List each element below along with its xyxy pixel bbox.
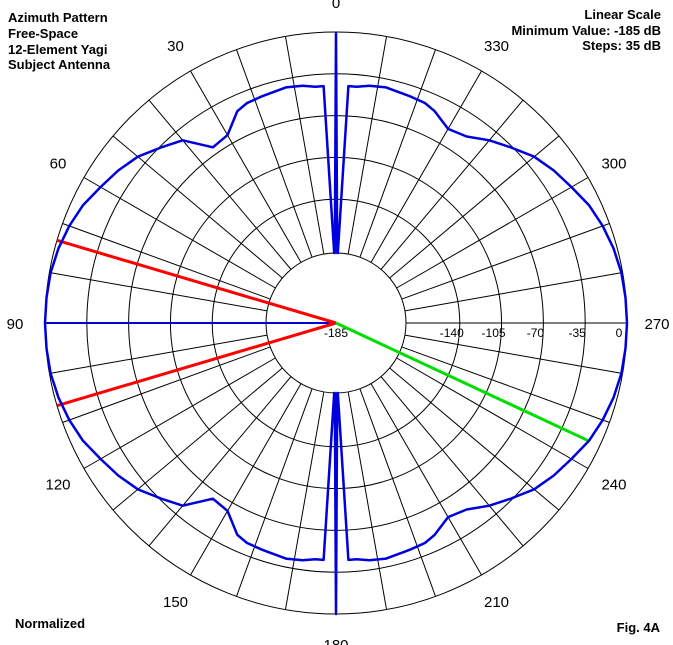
spoke-210 <box>370 383 482 576</box>
spoke-150 <box>190 383 302 576</box>
spoke-260 <box>404 334 623 375</box>
angle-label-270: 270 <box>644 316 669 333</box>
spoke-80 <box>49 271 268 312</box>
spoke-40 <box>148 99 292 270</box>
spoke-130 <box>112 367 283 511</box>
beamwidth-line-0 <box>56 238 337 325</box>
radial-label-0: -185 <box>324 326 348 340</box>
spoke-220 <box>380 376 524 547</box>
angle-label-120: 120 <box>45 477 70 494</box>
spoke-320 <box>380 99 524 270</box>
header-line-2: Free-Space <box>8 26 78 41</box>
spoke-120 <box>83 357 276 469</box>
scale-type-label: Linear Scale <box>584 7 661 22</box>
spoke-280 <box>404 271 623 312</box>
spoke-160 <box>236 388 313 597</box>
radial-label-2: -105 <box>482 326 506 340</box>
spoke-50 <box>112 135 283 279</box>
radial-label-1: -140 <box>440 326 464 340</box>
traces <box>43 31 629 616</box>
spoke-60 <box>83 177 276 289</box>
spoke-70 <box>62 223 271 300</box>
angle-label-90: 90 <box>7 316 24 333</box>
header-line-4: Subject Antenna <box>8 57 111 72</box>
spoke-250 <box>401 346 610 423</box>
steps-label: Steps: 35 dB <box>582 38 661 53</box>
spoke-20 <box>236 49 313 258</box>
angle-label-180: 180 <box>323 637 348 645</box>
radial-label-3: -70 <box>527 326 545 340</box>
marker-line <box>335 321 590 443</box>
spoke-170 <box>284 391 325 610</box>
figure-label: Fig. 4A <box>617 620 661 635</box>
angle-label-300: 300 <box>601 156 626 173</box>
spoke-350 <box>347 36 388 255</box>
spoke-200 <box>359 388 436 597</box>
radial-label-4: -35 <box>569 326 587 340</box>
pattern-trace <box>43 31 629 616</box>
angle-label-0: 0 <box>332 0 340 12</box>
spoke-230 <box>389 367 560 511</box>
angle-label-150: 150 <box>163 594 188 611</box>
angle-labels: 0 30 60 90 120 150 180 210 240 270 300 330 <box>7 0 670 645</box>
spoke-240 <box>396 357 589 469</box>
angle-label-60: 60 <box>50 156 67 173</box>
spoke-300 <box>396 177 589 289</box>
angle-label-330: 330 <box>484 38 509 55</box>
angle-label-240: 240 <box>601 477 626 494</box>
spoke-330 <box>370 70 482 263</box>
beamwidth-line-1 <box>56 321 337 408</box>
normalized-label: Normalized <box>15 616 85 631</box>
spoke-100 <box>49 334 268 375</box>
spoke-110 <box>62 346 271 423</box>
spoke-30 <box>190 70 302 263</box>
spoke-340 <box>359 49 436 258</box>
spoke-190 <box>347 391 388 610</box>
spoke-310 <box>389 135 560 279</box>
min-value-label: Minimum Value: -185 dB <box>511 23 661 38</box>
angle-label-30: 30 <box>167 38 184 55</box>
header-line-1: Azimuth Pattern <box>8 10 108 25</box>
spoke-140 <box>148 376 292 547</box>
spoke-290 <box>401 223 610 300</box>
angle-label-210: 210 <box>484 594 509 611</box>
radial-labels: -185 -140 -105 -70 -35 0 <box>324 326 623 340</box>
spoke-10 <box>284 36 325 255</box>
radial-label-5: 0 <box>616 326 623 340</box>
header-line-3: 12-Element Yagi <box>8 42 107 57</box>
